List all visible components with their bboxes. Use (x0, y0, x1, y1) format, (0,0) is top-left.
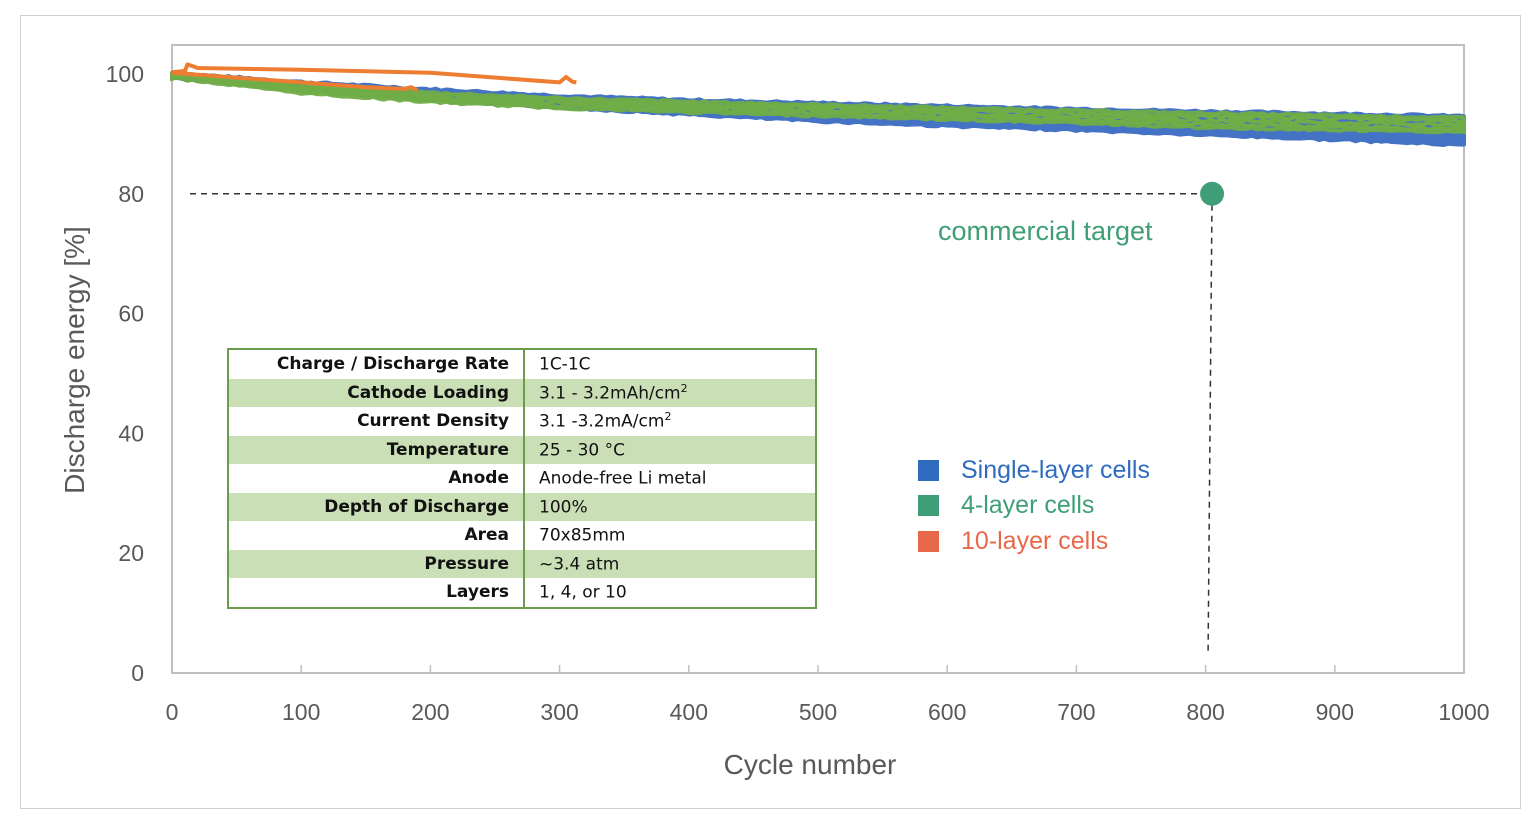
spec-row: Layers 1, 4, or 10 (228, 578, 816, 608)
legend-swatch (918, 495, 939, 516)
legend-label: 4-layer cells (961, 491, 1095, 519)
x-tick-label: 300 (540, 699, 578, 725)
spec-label: Area (228, 521, 525, 550)
legend-label: 10-layer cells (961, 527, 1109, 555)
legend-swatch (918, 531, 939, 552)
x-axis-label: Cycle number (724, 749, 897, 780)
series-3 (171, 62, 577, 92)
series-2 (170, 70, 1466, 135)
y-tick-label: 60 (118, 301, 144, 327)
spec-label: Layers (228, 578, 525, 608)
spec-value: 25 - 30 °C (539, 440, 625, 461)
y-axis-label: Discharge energy [%] (59, 226, 90, 494)
x-tick-label: 500 (799, 699, 837, 725)
spec-table: Charge / Discharge Rate 1C-1C Cathode Loa… (227, 348, 817, 609)
spec-row: Current Density 3.1 -3.2mA/cm2 (228, 407, 816, 436)
spec-label: Anode (228, 464, 525, 493)
x-tick-label: 400 (670, 699, 708, 725)
spec-label: Temperature (228, 435, 525, 464)
spec-value: 3.1 - 3.2mAh/cm2 (539, 381, 688, 404)
x-tick-label: 800 (1186, 699, 1224, 725)
x-tick-label: 600 (928, 699, 966, 725)
x-tick-label: 200 (411, 699, 449, 725)
spec-row: Charge / Discharge Rate 1C-1C (228, 349, 816, 379)
spec-label: Current Density (228, 407, 525, 436)
spec-value: 1, 4, or 10 (539, 583, 627, 604)
spec-value: Anode-free Li metal (539, 469, 707, 490)
legend-label: Single-layer cells (961, 456, 1150, 484)
spec-label: Charge / Discharge Rate (228, 349, 525, 379)
spec-row: Cathode Loading 3.1 - 3.2mAh/cm2 (228, 378, 816, 407)
spec-row: Temperature 25 - 30 °C (228, 435, 816, 464)
x-tick-label: 100 (282, 699, 320, 725)
spec-row: Depth of Discharge 100% (228, 492, 816, 521)
chart-frame (20, 15, 1521, 809)
spec-row: Pressure ~3.4 atm (228, 549, 816, 578)
legend-item-4-layer: 4-layer cells (918, 491, 1094, 520)
x-tick-label: 1000 (1438, 699, 1489, 725)
y-tick-label: 40 (118, 420, 144, 446)
spec-value: 3.1 -3.2mA/cm2 (539, 410, 672, 433)
spec-label: Pressure (228, 549, 525, 578)
series-band-outline (170, 70, 1466, 135)
commercial-target-marker (1200, 181, 1225, 206)
y-tick-label: 0 (131, 660, 144, 686)
legend-item-single-layer: Single-layer cells (918, 456, 1150, 485)
spec-row: Area 70x85mm (228, 521, 816, 550)
y-tick-label: 80 (118, 181, 144, 207)
legend-item-10-layer: 10-layer cells (918, 527, 1108, 556)
x-tick-label: 0 (166, 699, 179, 725)
series-line (171, 71, 1465, 125)
y-tick-label: 20 (118, 540, 144, 566)
spec-value: 1C-1C (539, 355, 591, 376)
series-line (171, 70, 419, 92)
series-line (171, 75, 1465, 132)
x-tick-label: 700 (1057, 699, 1095, 725)
spec-value: 100% (539, 497, 588, 518)
spec-value: 70x85mm (539, 526, 626, 547)
series-line (171, 62, 577, 85)
spec-label: Cathode Loading (228, 378, 525, 407)
spec-row: Anode Anode-free Li metal (228, 464, 816, 493)
y-tick-label: 100 (106, 61, 144, 87)
target-guide-vertical (1207, 193, 1213, 656)
spec-value: ~3.4 atm (539, 554, 620, 575)
x-tick-label: 900 (1316, 699, 1354, 725)
legend-swatch (918, 460, 939, 481)
commercial-target-label: commercial target (938, 216, 1153, 246)
spec-label: Depth of Discharge (228, 492, 525, 521)
